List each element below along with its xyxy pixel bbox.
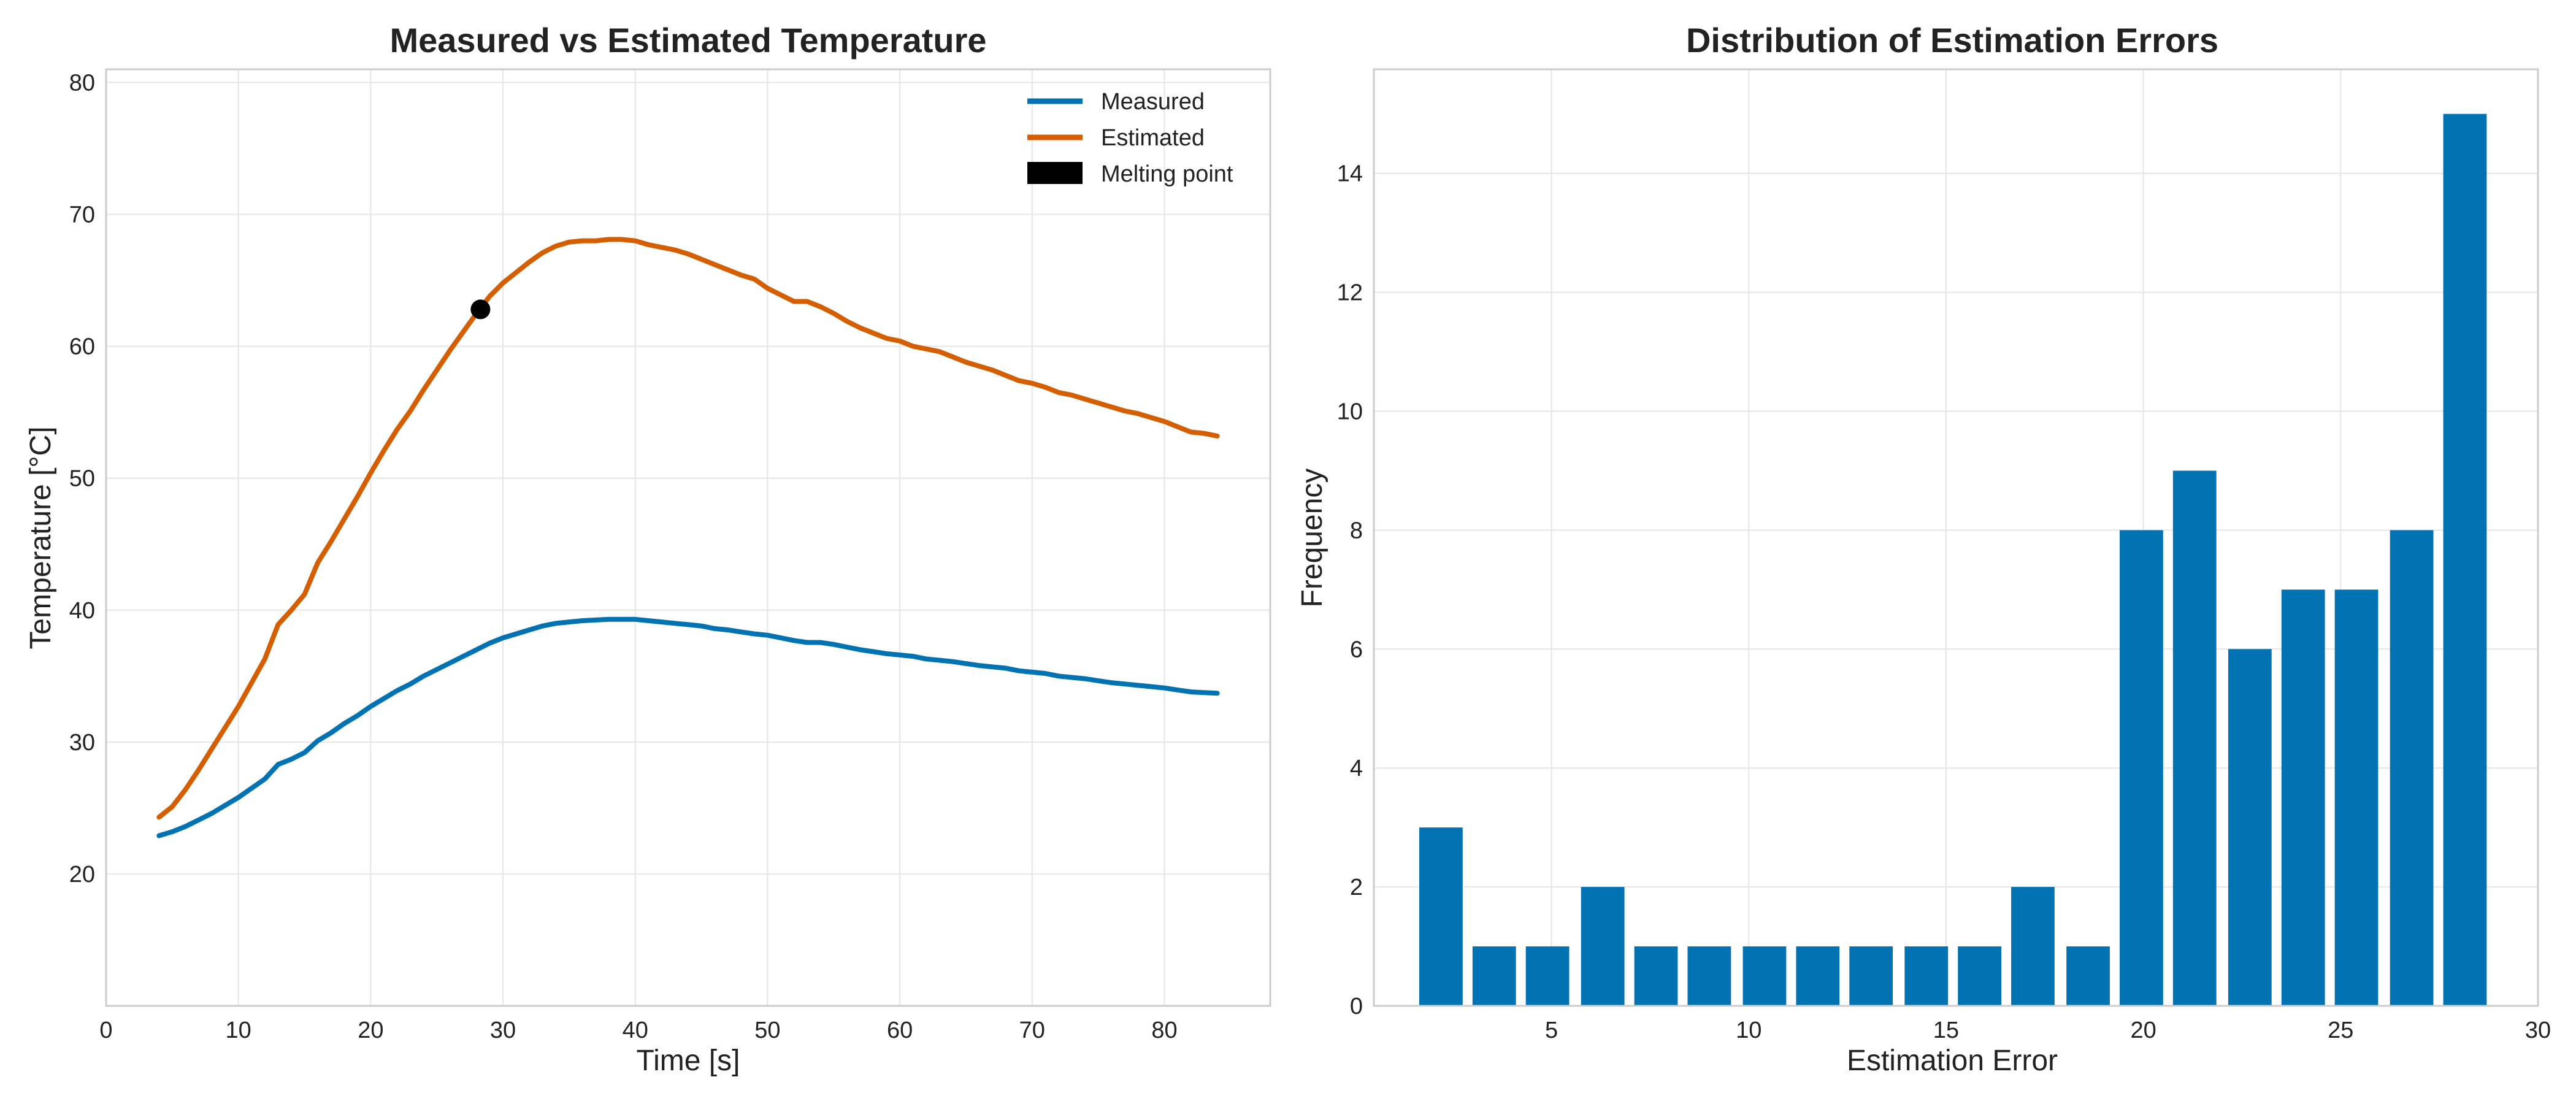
left-x-tick-label: 60 — [887, 1018, 913, 1043]
right-plot-frame — [1373, 68, 2539, 1007]
histogram-bar — [2281, 589, 2325, 1006]
left-chart-title: Measured vs Estimated Temperature — [389, 21, 986, 59]
histogram-bar — [2390, 530, 2434, 1006]
histogram-bar — [1525, 946, 1570, 1006]
right-y-tick-label: 6 — [1350, 637, 1363, 662]
right-x-tick-label: 25 — [2328, 1018, 2353, 1043]
histogram-bar — [2172, 470, 2217, 1006]
right-y-tick-label: 4 — [1350, 756, 1363, 781]
histogram-bar — [2443, 113, 2487, 1006]
histogram-bar — [1958, 946, 2001, 1006]
histogram-bar — [2011, 887, 2055, 1006]
histogram-bar — [2066, 946, 2110, 1006]
histogram-bar — [1742, 946, 1787, 1006]
right-y-tick-label: 8 — [1350, 518, 1363, 543]
left-y-axis-label: Temperature [°C] — [25, 426, 57, 649]
right-x-tick-label: 10 — [1736, 1018, 1761, 1043]
legend-label-measured: Measured — [1101, 89, 1205, 115]
left-y-tick-labels: 20 30 40 50 60 70 80 — [69, 71, 95, 887]
histogram-bar — [1472, 946, 1516, 1006]
left-y-tick-label: 70 — [69, 202, 95, 228]
legend-swatch-melting-point — [1027, 162, 1083, 184]
melting-point-marker — [470, 299, 491, 320]
left-y-tick-label: 60 — [69, 334, 95, 360]
left-series-lines — [156, 237, 1220, 838]
histogram-bar — [1634, 946, 1678, 1006]
histogram-bar — [1904, 946, 1949, 1006]
left-x-tick-label: 10 — [226, 1018, 251, 1043]
left-x-axis-label: Time [s] — [637, 1045, 740, 1077]
histogram-bar — [2120, 530, 2163, 1006]
legend-label-melting-point: Melting point — [1101, 161, 1233, 187]
histogram-bar — [2228, 649, 2272, 1006]
left-y-tick-label: 30 — [69, 730, 95, 756]
right-y-tick-label: 12 — [1337, 280, 1363, 306]
histogram-bar — [2334, 589, 2379, 1006]
left-x-tick-label: 40 — [623, 1018, 648, 1043]
right-x-tick-label: 30 — [2525, 1018, 2551, 1043]
left-chart-panel: Measured vs Estimated Temperature 0 10 20 3… — [25, 21, 1271, 1077]
left-x-tick-label: 50 — [754, 1018, 780, 1043]
left-x-tick-label: 20 — [358, 1018, 383, 1043]
histogram-bar — [1687, 946, 1731, 1006]
right-x-tick-label: 20 — [2130, 1018, 2156, 1043]
histogram-bar — [1849, 946, 1893, 1006]
right-x-tick-label: 5 — [1545, 1018, 1558, 1043]
right-x-tick-labels: 5 10 15 20 25 30 — [1545, 1018, 2551, 1043]
right-y-tick-labels: 0 2 4 6 8 10 12 14 — [1337, 161, 1363, 1019]
left-x-tick-label: 80 — [1151, 1018, 1177, 1043]
left-y-tick-label: 50 — [69, 466, 95, 492]
left-markers — [470, 299, 491, 320]
right-y-tick-label: 10 — [1337, 399, 1363, 424]
legend-label-estimated: Estimated — [1101, 125, 1205, 151]
right-chart-title: Distribution of Estimation Errors — [1686, 21, 2218, 59]
left-gridlines — [105, 69, 1270, 1006]
right-y-axis-label: Frequency — [1296, 469, 1328, 608]
series-line-measured — [156, 616, 1220, 838]
series-line-estimated — [156, 237, 1220, 820]
left-plot-frame — [105, 68, 1271, 1007]
left-y-tick-label: 20 — [69, 862, 95, 887]
left-x-tick-label: 0 — [99, 1018, 112, 1043]
right-y-tick-label: 0 — [1350, 994, 1363, 1019]
left-legend: Measured Estimated Melting point — [1027, 89, 1233, 187]
left-y-tick-label: 80 — [69, 71, 95, 96]
right-x-axis-label: Estimation Error — [1847, 1045, 2058, 1077]
right-x-tick-label: 15 — [1933, 1018, 1959, 1043]
right-y-tick-label: 14 — [1337, 161, 1363, 187]
histogram-bar — [1419, 827, 1463, 1006]
right-chart-panel: Distribution of Estimation Errors 5 10 15 2… — [1296, 21, 2551, 1077]
right-y-tick-label: 2 — [1350, 875, 1363, 900]
right-histogram-bars — [1419, 113, 2487, 1006]
left-x-tick-label: 30 — [490, 1018, 516, 1043]
left-x-tick-label: 70 — [1019, 1018, 1045, 1043]
left-y-tick-label: 40 — [69, 598, 95, 624]
histogram-bar — [1796, 946, 1840, 1006]
left-x-tick-labels: 0 10 20 30 40 50 60 70 80 — [99, 1018, 1177, 1043]
histogram-bar — [1581, 887, 1625, 1006]
